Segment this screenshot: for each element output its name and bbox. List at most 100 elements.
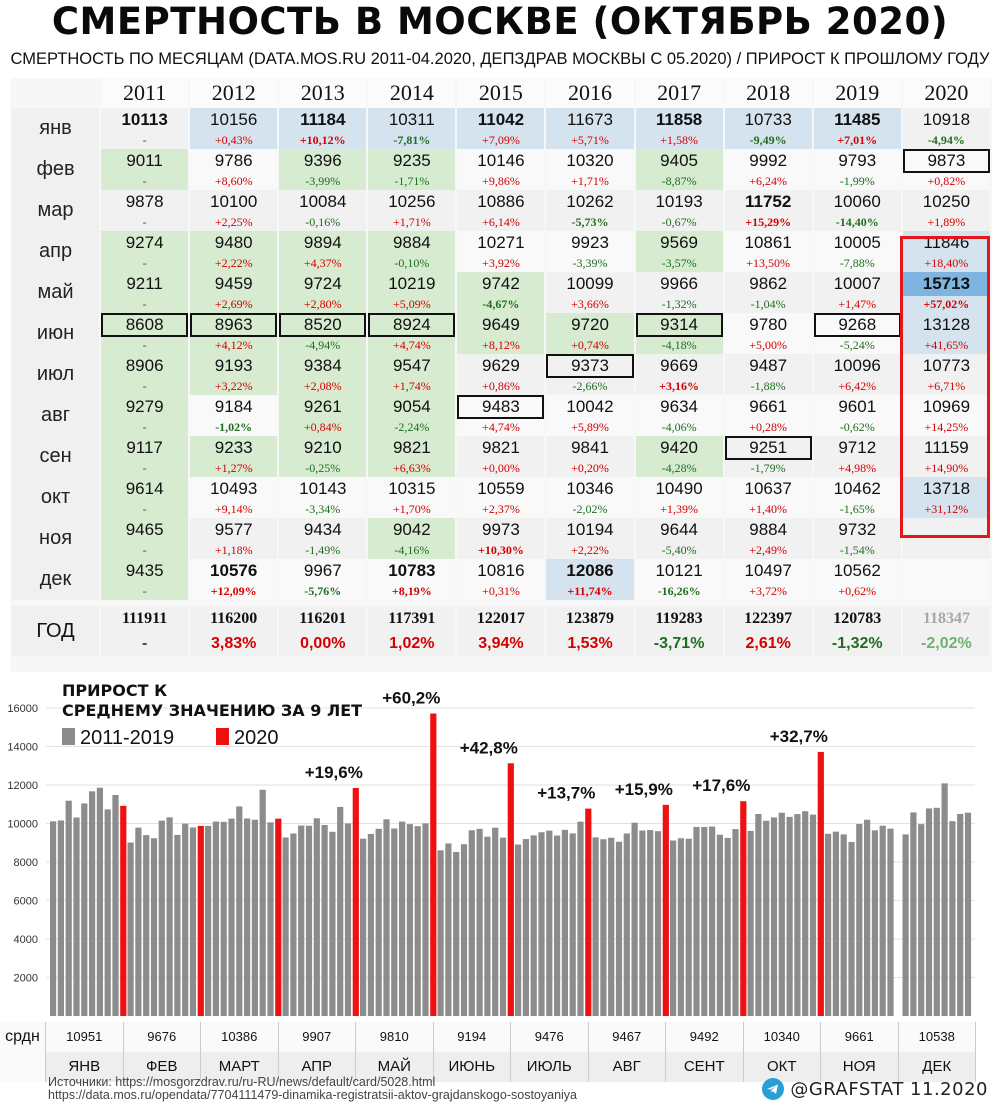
value-cell: 9967: [279, 559, 367, 583]
year-header: 2020: [902, 78, 990, 108]
pct-cell: +6,24%: [724, 173, 812, 190]
bar-2011-2019: [871, 830, 878, 1016]
value-cell: 10562: [813, 559, 901, 583]
value-cell: 9193: [190, 354, 278, 378]
pct-cell: +1,89%: [902, 214, 990, 231]
pct-cell: +1,70%: [368, 501, 456, 518]
year-header: 2017: [635, 78, 723, 108]
pct-cell: -1,65%: [813, 501, 901, 518]
value-cell: 10816: [457, 559, 545, 583]
bar-2011-2019: [763, 820, 770, 1016]
page-title: СМЕРТНОСТЬ В МОСКВЕ (ОКТЯБРЬ 2020): [51, 0, 949, 43]
value-cell: 9054: [368, 395, 456, 419]
pct-cell: -1,04%: [724, 296, 812, 313]
bar-2011-2019: [282, 837, 289, 1016]
value-cell: 9742: [457, 272, 545, 296]
value-cell: 9261: [279, 395, 367, 419]
bar-2011-2019: [600, 839, 607, 1016]
pct-cell: +11,74%: [546, 583, 634, 600]
bar-2011-2019: [212, 821, 219, 1016]
value-cell: 10194: [546, 518, 634, 542]
value-cell: 9973: [457, 518, 545, 542]
value-cell: 10084: [279, 190, 367, 214]
year-pct-cell: 3,83%: [190, 632, 278, 656]
bar-2011-2019: [104, 809, 111, 1016]
value-cell: 9405: [635, 149, 723, 173]
month-label: ноя: [12, 518, 100, 559]
value-cell: 10042: [546, 395, 634, 419]
year-header: 2012: [190, 78, 278, 108]
bar-2011-2019: [608, 837, 615, 1016]
value-cell: 9821: [368, 436, 456, 460]
value-row: ноя 9465 9577 9434 9042 9973 10194 9644 9884 9732: [12, 518, 990, 559]
bar-2011-2019: [848, 841, 855, 1016]
bar-2011-2019: [189, 827, 197, 1016]
pct-cell: +18,40%: [902, 255, 990, 272]
value-row: июл 8906 9193 9384 9547 9629 9373 9669 9487 10096…: [12, 354, 990, 395]
pct-cell: -: [101, 460, 189, 477]
value-cell: 9233: [190, 436, 278, 460]
year-pct-cell: -2,02%: [902, 632, 990, 656]
pct-cell: +1,40%: [724, 501, 812, 518]
pct-cell: -: [101, 132, 189, 149]
year-pct-row: -3,83% 0,00% 1,02% 3,94% 1,53% -3,71% 2,61% -1,…: [12, 632, 990, 656]
pct-cell: -5,73%: [546, 214, 634, 231]
value-cell: 11752: [724, 190, 812, 214]
bar-2020: [662, 804, 669, 1016]
pct-cell: -0,25%: [279, 460, 367, 477]
bar-2011-2019: [918, 824, 925, 1016]
bar-2011-2019: [786, 816, 793, 1016]
value-cell: 12086: [546, 559, 634, 583]
bar-chart: 2000 4000 6000 8000 10000 12000 14000 16000 ПРИР…: [7, 681, 975, 1016]
pct-cell: +1,27%: [190, 460, 278, 477]
pct-cell: -4,94%: [279, 337, 367, 354]
pct-cell: -4,28%: [635, 460, 723, 477]
pct-cell: +1,71%: [546, 173, 634, 190]
value-cell: 9435: [101, 559, 189, 583]
pct-cell: +9,86%: [457, 173, 545, 190]
bar-2011-2019: [244, 818, 251, 1016]
value-cell: 9884: [368, 231, 456, 255]
mean-value: 10538: [898, 1022, 976, 1052]
value-cell: 11673: [546, 108, 634, 132]
bar-2011-2019: [422, 823, 429, 1016]
pct-cell: +5,89%: [546, 419, 634, 436]
value-cell: 10121: [635, 559, 723, 583]
growth-annotation: +15,9%: [615, 780, 673, 799]
bar-2011-2019: [50, 821, 57, 1016]
bar-2011-2019: [693, 826, 700, 1016]
brand-label: @GRAFSTAT 11.2020: [790, 1078, 988, 1100]
value-cell: 10315: [368, 477, 456, 501]
pct-cell: +2,08%: [279, 378, 367, 395]
pct-cell: +2,22%: [546, 542, 634, 559]
pct-cell: +2,80%: [279, 296, 367, 313]
value-cell: 9634: [635, 395, 723, 419]
pct-cell: +0,74%: [546, 337, 634, 354]
value-cell: 10311: [368, 108, 456, 132]
pct-cell: -: [101, 173, 189, 190]
year-pct-cell: -: [101, 632, 189, 656]
bar-2011-2019: [360, 838, 367, 1016]
bar-2011-2019: [127, 842, 134, 1016]
corner-cell: [12, 78, 99, 108]
value-cell: 10156: [190, 108, 278, 132]
growth-annotation: +19,6%: [305, 763, 363, 782]
value-cell: 10497: [724, 559, 812, 583]
pct-cell: +5,00%: [724, 337, 812, 354]
bar-2011-2019: [724, 837, 731, 1016]
value-cell: 9884: [724, 518, 812, 542]
year-header: 2018: [724, 78, 812, 108]
pct-cell: -: [101, 378, 189, 395]
bar-2011-2019: [623, 833, 630, 1016]
pct-cell: -1,99%: [813, 173, 901, 190]
pct-cell: -0,67%: [635, 214, 723, 231]
value-cell: 10096: [813, 354, 901, 378]
bar-2011-2019: [747, 830, 754, 1016]
pct-cell: +4,74%: [368, 337, 456, 354]
month-label: апр: [12, 231, 100, 272]
month-category-label: АПР: [278, 1052, 356, 1082]
month-label: янв: [12, 108, 100, 149]
year-header: 2014: [368, 78, 456, 108]
bar-2020: [585, 808, 592, 1016]
bar-2011-2019: [856, 824, 863, 1016]
